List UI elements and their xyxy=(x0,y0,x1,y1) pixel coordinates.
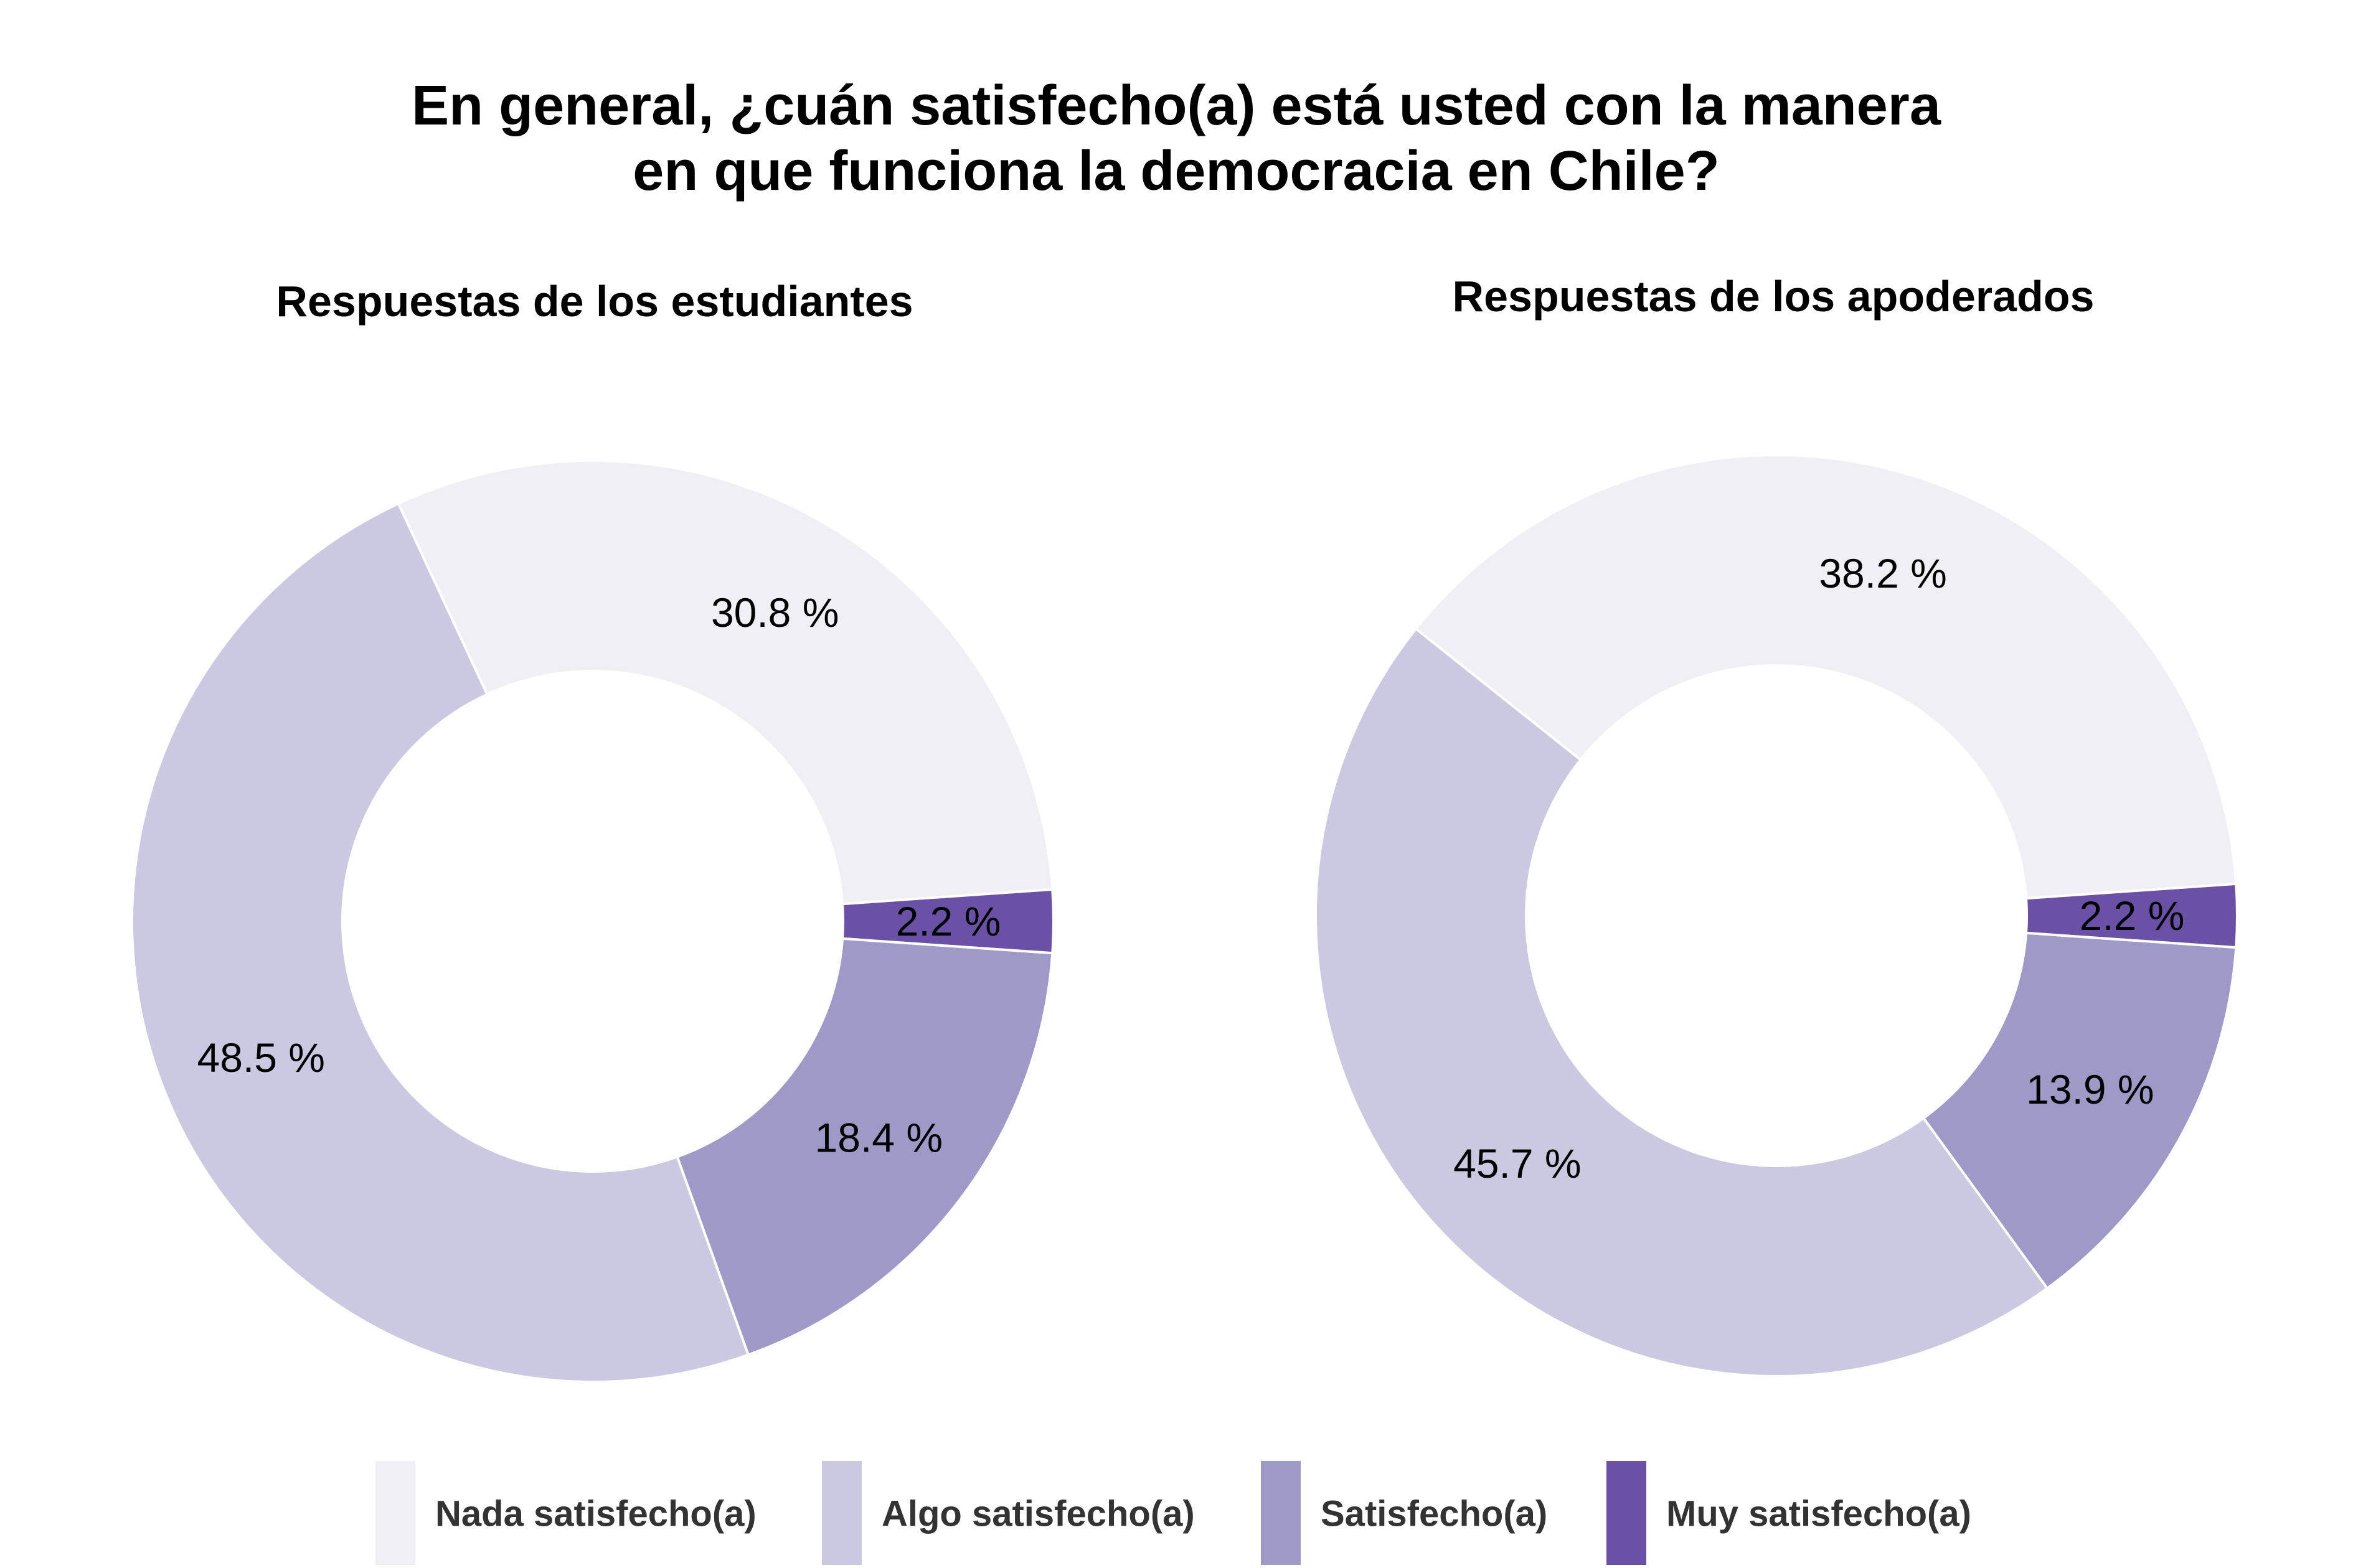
legend-key-nada xyxy=(375,1461,415,1565)
slice-label-nada-estudiantes: 30.8 % xyxy=(711,589,839,636)
slice-label-satisfecho-apoderados: 13.9 % xyxy=(2026,1066,2154,1112)
slice-label-satisfecho-estudiantes: 18.4 % xyxy=(815,1115,943,1161)
legend-key-satisfecho xyxy=(1261,1461,1301,1565)
slice-label-muy-estudiantes: 2.2 % xyxy=(896,898,1001,944)
donut-chart-estudiantes: 30.8 % 48.5 % 18.4 % 2.2 % xyxy=(131,459,1055,1383)
legend-label-algo: Algo satisfecho(a) xyxy=(882,1494,1195,1534)
donut-chart-apoderados: 38.2 % 45.7 % 13.9 % 2.2 % xyxy=(1314,454,2238,1378)
legend-label-muy: Muy satisfecho(a) xyxy=(1666,1494,1971,1534)
subtitle-apoderados: Respuestas de los apoderados xyxy=(1453,272,2095,321)
slice-nada-estudiantes xyxy=(397,459,1054,906)
slice-label-algo-estudiantes: 48.5 % xyxy=(197,1035,324,1081)
chart-title-line-2: en que funciona la democracia en Chile? xyxy=(633,140,1719,202)
legend-label-satisfecho: Satisfecho(a) xyxy=(1321,1494,1547,1534)
subtitle-estudiantes: Respuestas de los estudiantes xyxy=(276,277,913,326)
slice-label-nada-apoderados: 38.2 % xyxy=(1819,550,1946,596)
slice-muy-estudiantes xyxy=(841,888,1055,955)
slice-muy-apoderados xyxy=(2024,882,2238,949)
slice-label-muy-apoderados: 2.2 % xyxy=(2080,893,2185,939)
legend-key-muy xyxy=(1606,1461,1646,1565)
slice-label-algo-apoderados: 45.7 % xyxy=(1453,1140,1581,1186)
slice-algo-estudiantes xyxy=(131,502,750,1383)
slice-nada-apoderados xyxy=(1414,454,2238,900)
slice-satisfecho-apoderados xyxy=(1922,931,2238,1290)
legend: Nada satisfecho(a) Algo satisfecho(a) Sati… xyxy=(375,1461,1971,1565)
slice-satisfecho-estudiantes xyxy=(676,937,1054,1357)
legend-key-algo xyxy=(822,1461,862,1565)
legend-label-nada: Nada satisfecho(a) xyxy=(435,1494,757,1534)
slice-algo-apoderados xyxy=(1314,627,2049,1378)
chart-title-line-1: En general, ¿cuán satisfecho(a) está ust… xyxy=(412,75,1941,137)
